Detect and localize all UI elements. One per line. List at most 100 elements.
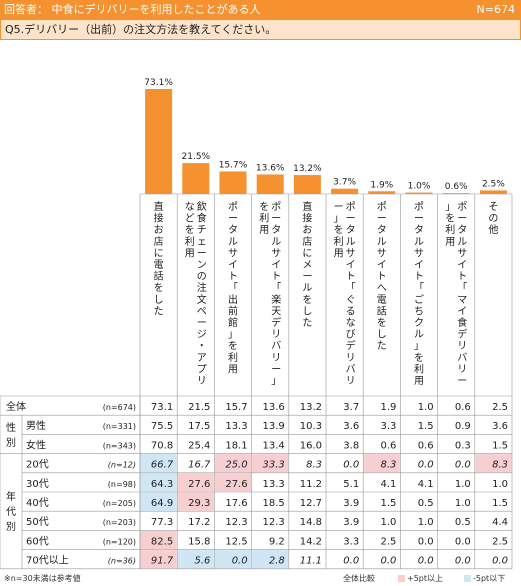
cell-value-1-7: 1.5	[418, 421, 434, 432]
cell-value-3-5: 0.0	[343, 460, 359, 471]
row-n-0: (n=674)	[103, 403, 136, 412]
chart-and-table: 73.1% 21.5% 15.7% 13.6% 13.2% 3.7% 1.9% 1.0% 0.6…	[0, 78, 513, 570]
cell-value-3-1: 16.7	[188, 460, 211, 471]
cell-value-4-4: 11.2	[300, 479, 322, 490]
cell-value-1-1: 17.5	[188, 421, 210, 432]
category-label-9: その他	[488, 201, 498, 236]
cell-highlight-8-0	[140, 550, 177, 569]
cell-value-0-2: 15.7	[225, 402, 247, 413]
cell-value-5-2: 17.6	[225, 498, 247, 509]
bar-value-label-5: 3.7%	[333, 178, 356, 188]
cell-highlight-3-9	[475, 454, 512, 473]
cell-value-7-2: 12.5	[225, 536, 247, 547]
cell-value-7-5: 3.3	[343, 536, 359, 547]
row-n-4: (n=98)	[108, 480, 136, 489]
cell-value-5-9: 1.5	[492, 498, 508, 509]
cell-value-1-5: 3.6	[343, 421, 359, 432]
cell-value-3-4: 8.3	[306, 460, 322, 471]
cell-value-8-5: 0.0	[343, 556, 359, 567]
row-label-5: 40代	[26, 497, 49, 509]
cell-value-6-2: 12.3	[225, 517, 247, 528]
cell-value-3-3: 33.3	[263, 460, 285, 471]
cell-value-2-8: 0.3	[455, 440, 471, 451]
bar-value-label-8: 0.6%	[445, 182, 468, 192]
cell-value-1-3: 13.9	[263, 421, 285, 432]
row-label-8: 70代以上	[26, 555, 69, 567]
cell-value-6-6: 1.0	[380, 517, 396, 528]
cell-value-8-0: 91.7	[151, 556, 174, 567]
cell-value-6-3: 12.3	[263, 517, 285, 528]
category-label-2: ポータルサイト「出前館」を利用	[228, 201, 238, 375]
cell-value-2-0: 70.8	[151, 440, 173, 451]
cell-highlight-4-2	[214, 473, 252, 492]
cell-value-3-6: 8.3	[380, 460, 396, 471]
legend-low-label: -5pt以下	[473, 574, 506, 583]
cell-highlight-4-1	[177, 473, 214, 492]
cell-value-2-5: 3.8	[343, 440, 359, 451]
cell-value-5-1: 29.3	[188, 498, 210, 509]
cell-value-4-2: 27.6	[225, 479, 247, 490]
group-label-gender: 性別	[6, 421, 16, 449]
bar-2	[219, 171, 247, 194]
row-label-7: 60代	[26, 535, 49, 547]
cell-value-1-4: 10.3	[300, 421, 322, 432]
legend-low-swatch	[464, 575, 471, 582]
cell-value-0-0: 73.1	[151, 402, 173, 413]
cell-highlight-4-0	[140, 473, 177, 492]
category-label-1: 飲食チェーンの注文ページ・アプリなどを利用	[185, 200, 207, 387]
category-label-5: ポータルサイト「ぐるなびデリバリー」を利用	[334, 201, 356, 387]
cell-value-5-8: 1.0	[455, 498, 471, 509]
cell-value-7-7: 0.0	[418, 536, 434, 547]
category-label-7: ポータルサイト「ごちクル」を利用	[414, 201, 424, 387]
cell-value-4-1: 27.6	[188, 479, 210, 490]
cell-value-2-1: 25.4	[188, 440, 210, 451]
cell-value-2-4: 16.0	[300, 440, 322, 451]
row-n-2: (n=343)	[103, 441, 136, 450]
cell-value-6-4: 14.8	[300, 517, 322, 528]
cell-value-6-0: 77.3	[151, 517, 173, 528]
bar-value-label-7: 1.0%	[408, 182, 431, 192]
cell-value-3-9: 8.3	[492, 460, 508, 471]
legend-base-label: 全体比較	[343, 574, 375, 583]
row-n-6: (n=203)	[103, 518, 136, 527]
category-label-6: ポータルサイトへ電話をした	[377, 201, 387, 352]
legend-high-swatch	[398, 575, 405, 582]
cell-highlight-3-3	[252, 454, 289, 473]
cell-value-3-7: 0.0	[418, 460, 434, 471]
cell-value-5-5: 3.9	[343, 498, 359, 509]
cell-highlight-5-0	[140, 492, 177, 511]
cell-value-8-7: 0.0	[418, 556, 434, 567]
total-n-label: N=674	[476, 3, 515, 16]
cell-value-4-0: 64.3	[151, 479, 173, 490]
cell-value-0-4: 13.2	[300, 402, 322, 413]
bar-9	[479, 190, 507, 194]
bar-5	[331, 188, 359, 194]
cell-value-7-0: 82.5	[151, 536, 173, 547]
cell-value-7-4: 14.2	[300, 536, 322, 547]
cell-value-5-4: 12.7	[300, 498, 322, 509]
cell-value-8-3: 2.8	[269, 556, 285, 567]
cell-value-5-0: 64.9	[151, 498, 173, 509]
cell-value-1-6: 3.3	[380, 421, 396, 432]
cell-highlight-3-6	[363, 454, 400, 473]
cell-value-0-9: 2.5	[492, 402, 508, 413]
cell-value-6-7: 1.0	[418, 517, 434, 528]
cell-value-1-0: 75.5	[151, 421, 173, 432]
cell-value-1-9: 3.6	[492, 421, 508, 432]
cell-value-0-1: 21.5	[188, 402, 210, 413]
row-label-6: 50代	[26, 516, 49, 528]
bar-4	[293, 175, 321, 194]
row-n-5: (n=205)	[103, 499, 136, 508]
bar-0	[145, 89, 173, 194]
cell-value-7-8: 0.0	[455, 536, 471, 547]
cell-value-4-7: 4.1	[418, 479, 434, 490]
cell-value-0-8: 0.6	[455, 402, 471, 413]
footer: ※n=30未満は参考値 全体比較 +5pt以上 -5pt以下	[0, 571, 521, 586]
cell-value-8-1: 5.6	[194, 556, 210, 567]
cell-value-6-1: 17.2	[188, 517, 210, 528]
cell-value-6-8: 0.5	[455, 517, 471, 528]
cell-value-4-8: 1.0	[455, 479, 471, 490]
cell-highlight-8-1	[177, 550, 214, 569]
cell-highlight-3-0	[140, 454, 177, 473]
cell-value-1-8: 0.9	[455, 421, 471, 432]
